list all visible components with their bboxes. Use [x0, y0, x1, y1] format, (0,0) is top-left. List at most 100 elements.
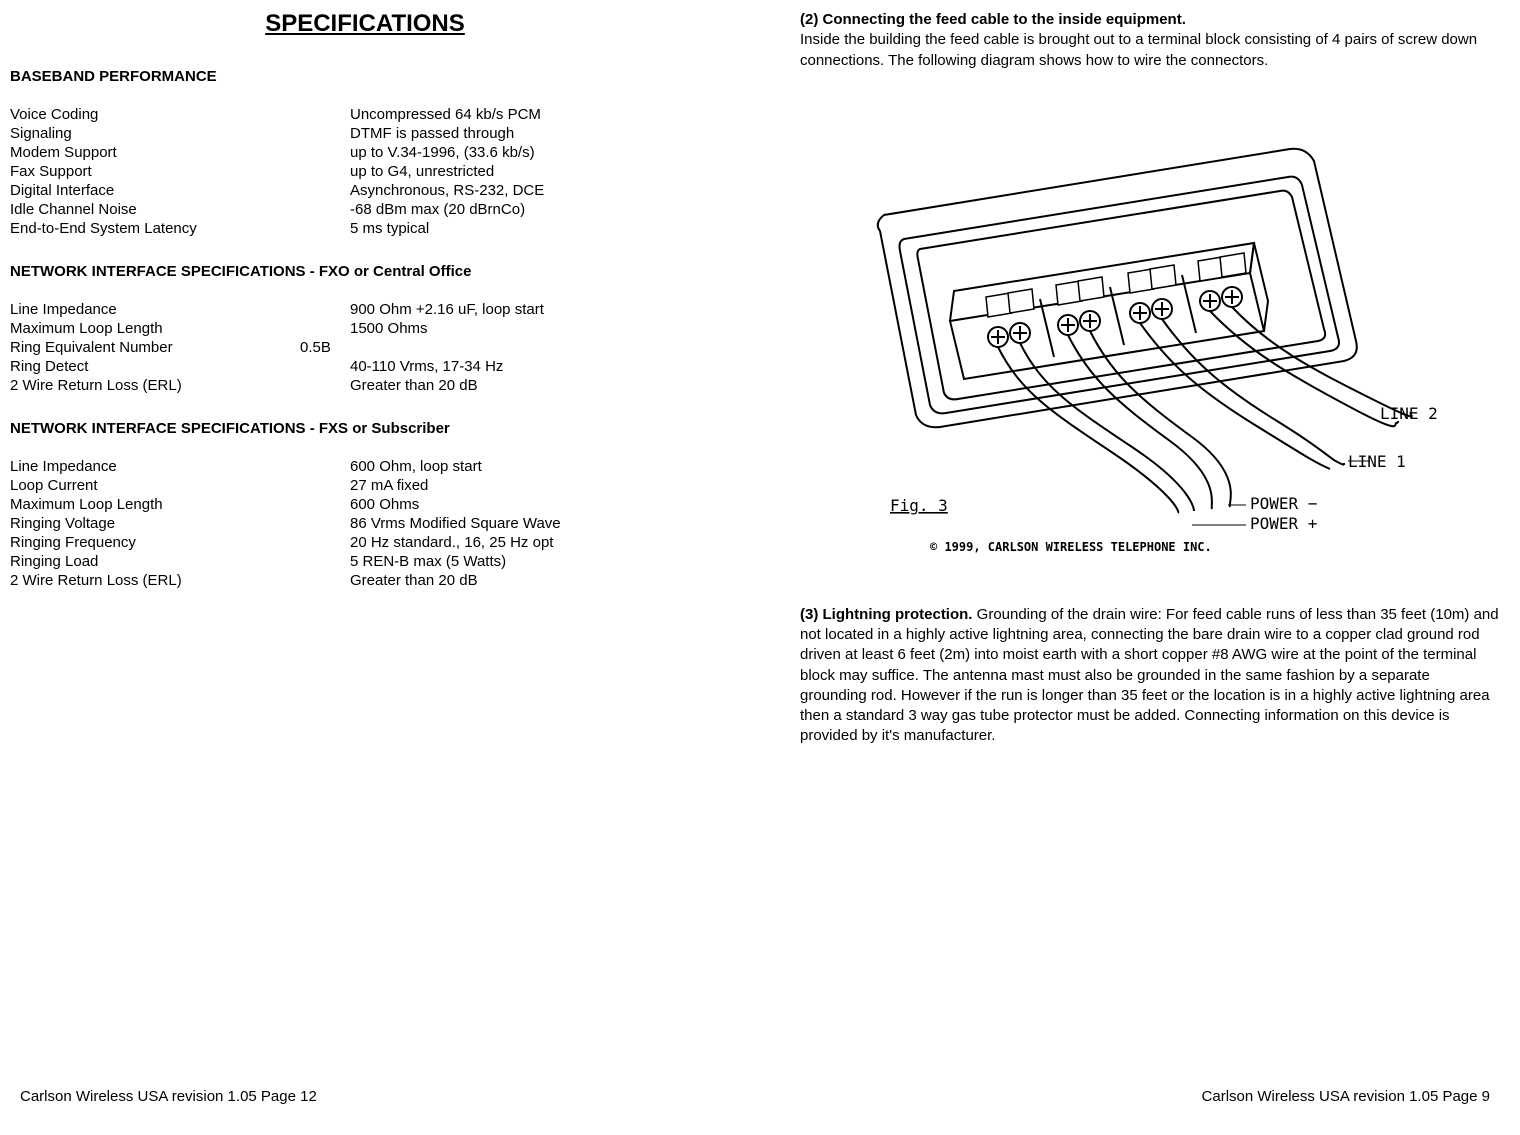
- specifications-title: SPECIFICATIONS: [10, 10, 720, 38]
- spec-label: Loop Current: [10, 476, 300, 495]
- spec-value: Uncompressed 64 kb/s PCM: [350, 105, 720, 124]
- spec-row: Ringing Voltage 86 Vrms Modified Square W…: [10, 514, 720, 533]
- spec-mid: [300, 200, 350, 219]
- spec-row: Modem Support up to V.34-1996, (33.6 kb/s…: [10, 143, 720, 162]
- fxo-table: Line Impedance 900 Ohm +2.16 uF, loop sta…: [10, 300, 720, 395]
- spec-row: Line Impedance 900 Ohm +2.16 uF, loop sta…: [10, 300, 720, 319]
- spec-value: 900 Ohm +2.16 uF, loop start: [350, 300, 720, 319]
- spec-row: Line Impedance 600 Ohm, loop start: [10, 457, 720, 476]
- spec-label: End-to-End System Latency: [10, 219, 300, 238]
- spec-value: Asynchronous, RS-232, DCE: [350, 181, 720, 200]
- spec-value: 5 ms typical: [350, 219, 720, 238]
- step3-text: Grounding of the drain wire: For feed ca…: [800, 606, 1499, 745]
- spec-value: 27 mA fixed: [350, 476, 720, 495]
- section-fxo-header: NETWORK INTERFACE SPECIFICATIONS - FXO o…: [10, 263, 720, 280]
- spec-value: 5 REN-B max (5 Watts): [350, 552, 720, 571]
- terminal-block-diagram: LINE 2 LINE 1 POWER − POWER + Fig. 3 © 1…: [850, 111, 1450, 571]
- spec-value: 86 Vrms Modified Square Wave: [350, 514, 720, 533]
- label-power-minus: POWER −: [1250, 494, 1317, 513]
- spec-row: Ring Detect 40-110 Vrms, 17-34 Hz: [10, 357, 720, 376]
- spec-label: 2 Wire Return Loss (ERL): [10, 376, 300, 395]
- spec-value: up to V.34-1996, (33.6 kb/s): [350, 143, 720, 162]
- spec-value: 40-110 Vrms, 17-34 Hz: [350, 357, 720, 376]
- spec-label: Fax Support: [10, 162, 300, 181]
- right-page: (2) Connecting the feed cable to the ins…: [760, 0, 1520, 1135]
- spec-row: Signaling DTMF is passed through: [10, 124, 720, 143]
- baseband-table: Voice CodingUncompressed 64 kb/s PCMSign…: [10, 105, 720, 238]
- spec-label: Modem Support: [10, 143, 300, 162]
- spec-row: 2 Wire Return Loss (ERL) Greater than 20 …: [10, 571, 720, 590]
- spec-mid: [300, 181, 350, 200]
- figure-label: Fig. 3: [890, 496, 948, 515]
- spec-mid: [300, 162, 350, 181]
- label-line2: LINE 2: [1380, 404, 1438, 423]
- spec-mid: [300, 376, 350, 395]
- spec-row: Loop Current 27 mA fixed: [10, 476, 720, 495]
- spec-label: Maximum Loop Length: [10, 495, 300, 514]
- left-footer: Carlson Wireless USA revision 1.05 Page …: [20, 1088, 317, 1105]
- spec-mid: 0.5B: [300, 338, 350, 357]
- spec-mid: [300, 476, 350, 495]
- spec-label: Ringing Load: [10, 552, 300, 571]
- spec-label: Voice Coding: [10, 105, 300, 124]
- spec-row: Idle Channel Noise -68 dBm max (20 dBrnCo…: [10, 200, 720, 219]
- spec-label: Ringing Frequency: [10, 533, 300, 552]
- step3-heading: (3) Lightning protection.: [800, 606, 972, 623]
- spec-mid: [300, 300, 350, 319]
- section-fxs-header: NETWORK INTERFACE SPECIFICATIONS - FXS o…: [10, 420, 720, 437]
- wiring-diagram: LINE 2 LINE 1 POWER − POWER + Fig. 3 © 1…: [850, 111, 1500, 575]
- spec-value: [350, 338, 720, 357]
- spec-mid: [300, 124, 350, 143]
- spec-value: 600 Ohm, loop start: [350, 457, 720, 476]
- spec-label: Idle Channel Noise: [10, 200, 300, 219]
- spec-value: 600 Ohms: [350, 495, 720, 514]
- spec-value: Greater than 20 dB: [350, 571, 720, 590]
- step2-paragraph: (2) Connecting the feed cable to the ins…: [800, 10, 1500, 71]
- spec-label: Line Impedance: [10, 457, 300, 476]
- spec-label: Digital Interface: [10, 181, 300, 200]
- spec-value: 20 Hz standard., 16, 25 Hz opt: [350, 533, 720, 552]
- spec-mid: [300, 143, 350, 162]
- spec-mid: [300, 495, 350, 514]
- step2-heading: (2) Connecting the feed cable to the ins…: [800, 11, 1186, 28]
- diagram-copyright: © 1999, CARLSON WIRELESS TELEPHONE INC.: [930, 540, 1212, 554]
- spec-row: Ringing Frequency 20 Hz standard., 16, 25…: [10, 533, 720, 552]
- spec-label: Ring Detect: [10, 357, 300, 376]
- left-page: SPECIFICATIONS BASEBAND PERFORMANCE Voic…: [0, 0, 760, 1135]
- fxs-table: Line Impedance600 Ohm, loop startLoop Cu…: [10, 457, 720, 590]
- spec-row: Maximum Loop Length 600 Ohms: [10, 495, 720, 514]
- spec-row: Voice Coding Uncompressed 64 kb/s PCM: [10, 105, 720, 124]
- spec-mid: [300, 105, 350, 124]
- spec-label: Ring Equivalent Number: [10, 338, 300, 357]
- spec-label: Maximum Loop Length: [10, 319, 300, 338]
- spec-row: Fax Support up to G4, unrestricted: [10, 162, 720, 181]
- spec-row: Digital Interface Asynchronous, RS-232, D…: [10, 181, 720, 200]
- spec-label: Ringing Voltage: [10, 514, 300, 533]
- spec-value: -68 dBm max (20 dBrnCo): [350, 200, 720, 219]
- step3-paragraph: (3) Lightning protection. Grounding of t…: [800, 605, 1500, 747]
- spec-mid: [300, 357, 350, 376]
- right-footer: Carlson Wireless USA revision 1.05 Page …: [1202, 1088, 1490, 1105]
- spec-row: End-to-End System Latency 5 ms typical: [10, 219, 720, 238]
- spec-label: 2 Wire Return Loss (ERL): [10, 571, 300, 590]
- spec-value: DTMF is passed through: [350, 124, 720, 143]
- spec-row: Maximum Loop Length 1500 Ohms: [10, 319, 720, 338]
- spec-label: Line Impedance: [10, 300, 300, 319]
- label-power-plus: POWER +: [1250, 514, 1317, 533]
- spec-mid: [300, 319, 350, 338]
- spec-mid: [300, 457, 350, 476]
- spec-value: 1500 Ohms: [350, 319, 720, 338]
- spec-value: Greater than 20 dB: [350, 376, 720, 395]
- spec-mid: [300, 514, 350, 533]
- section-baseband-header: BASEBAND PERFORMANCE: [10, 68, 720, 85]
- spec-row: Ring Equivalent Number0.5B: [10, 338, 720, 357]
- spec-row: 2 Wire Return Loss (ERL) Greater than 20 …: [10, 376, 720, 395]
- spec-mid: [300, 571, 350, 590]
- spec-mid: [300, 552, 350, 571]
- spec-label: Signaling: [10, 124, 300, 143]
- spec-mid: [300, 219, 350, 238]
- spec-value: up to G4, unrestricted: [350, 162, 720, 181]
- spec-row: Ringing Load 5 REN-B max (5 Watts): [10, 552, 720, 571]
- spec-mid: [300, 533, 350, 552]
- label-line1: LINE 1: [1348, 452, 1406, 471]
